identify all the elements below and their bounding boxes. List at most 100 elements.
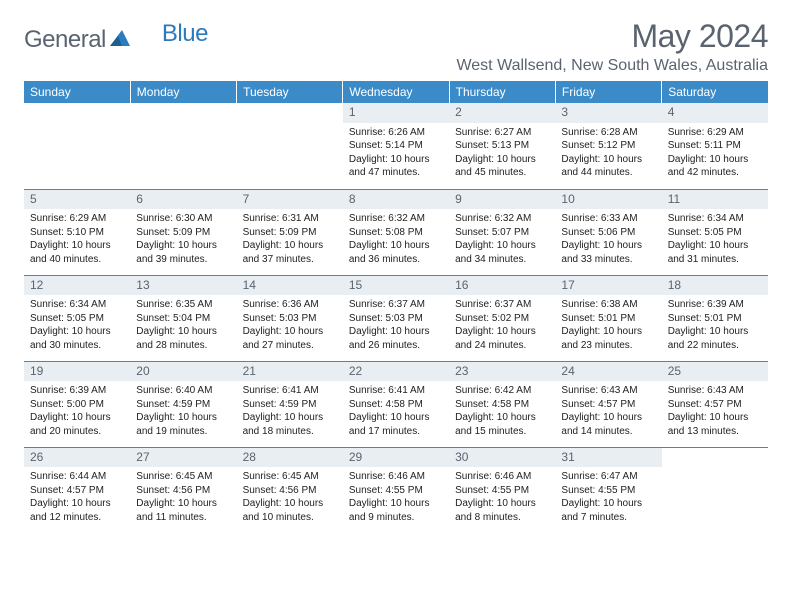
calendar-cell: 23Sunrise: 6:42 AMSunset: 4:58 PMDayligh… (449, 361, 555, 447)
calendar-cell: 11Sunrise: 6:34 AMSunset: 5:05 PMDayligh… (662, 189, 768, 275)
day-number: 10 (555, 190, 661, 210)
day-header: Monday (130, 81, 236, 103)
calendar-cell: . (237, 103, 343, 189)
calendar-week: 12Sunrise: 6:34 AMSunset: 5:05 PMDayligh… (24, 275, 768, 361)
daylight-line: Daylight: 10 hours and 7 minutes. (561, 497, 655, 524)
calendar-cell: 13Sunrise: 6:35 AMSunset: 5:04 PMDayligh… (130, 275, 236, 361)
sunset-line: Sunset: 5:05 PM (30, 312, 124, 326)
day-number: 7 (237, 190, 343, 210)
day-header: Friday (555, 81, 661, 103)
day-details: Sunrise: 6:26 AMSunset: 5:14 PMDaylight:… (343, 123, 449, 182)
sunrise-line: Sunrise: 6:32 AM (349, 212, 443, 226)
daylight-line: Daylight: 10 hours and 19 minutes. (136, 411, 230, 438)
sunrise-line: Sunrise: 6:39 AM (30, 384, 124, 398)
day-number: 13 (130, 276, 236, 296)
sunset-line: Sunset: 5:01 PM (668, 312, 762, 326)
daylight-line: Daylight: 10 hours and 11 minutes. (136, 497, 230, 524)
calendar-cell: . (130, 103, 236, 189)
sunrise-line: Sunrise: 6:32 AM (455, 212, 549, 226)
day-number: 24 (555, 362, 661, 382)
sunrise-line: Sunrise: 6:39 AM (668, 298, 762, 312)
daylight-line: Daylight: 10 hours and 22 minutes. (668, 325, 762, 352)
day-number: 25 (662, 362, 768, 382)
day-details: Sunrise: 6:30 AMSunset: 5:09 PMDaylight:… (130, 209, 236, 268)
sunrise-line: Sunrise: 6:41 AM (349, 384, 443, 398)
day-details: Sunrise: 6:31 AMSunset: 5:09 PMDaylight:… (237, 209, 343, 268)
day-number: 12 (24, 276, 130, 296)
day-details: Sunrise: 6:43 AMSunset: 4:57 PMDaylight:… (662, 381, 768, 440)
day-details: Sunrise: 6:27 AMSunset: 5:13 PMDaylight:… (449, 123, 555, 182)
day-details: Sunrise: 6:34 AMSunset: 5:05 PMDaylight:… (24, 295, 130, 354)
daylight-line: Daylight: 10 hours and 8 minutes. (455, 497, 549, 524)
sunset-line: Sunset: 5:08 PM (349, 226, 443, 240)
day-number: 6 (130, 190, 236, 210)
calendar-cell: 6Sunrise: 6:30 AMSunset: 5:09 PMDaylight… (130, 189, 236, 275)
day-details: Sunrise: 6:29 AMSunset: 5:11 PMDaylight:… (662, 123, 768, 182)
sunrise-line: Sunrise: 6:27 AM (455, 126, 549, 140)
logo-triangle-icon (110, 30, 130, 51)
sunrise-line: Sunrise: 6:34 AM (668, 212, 762, 226)
calendar-cell: 4Sunrise: 6:29 AMSunset: 5:11 PMDaylight… (662, 103, 768, 189)
daylight-line: Daylight: 10 hours and 20 minutes. (30, 411, 124, 438)
day-number: 22 (343, 362, 449, 382)
brand-logo: General Blue (24, 18, 208, 54)
sunset-line: Sunset: 4:56 PM (243, 484, 337, 498)
day-header: Sunday (24, 81, 130, 103)
sunrise-line: Sunrise: 6:35 AM (136, 298, 230, 312)
sunrise-line: Sunrise: 6:37 AM (455, 298, 549, 312)
calendar-cell: 1Sunrise: 6:26 AMSunset: 5:14 PMDaylight… (343, 103, 449, 189)
daylight-line: Daylight: 10 hours and 30 minutes. (30, 325, 124, 352)
sunset-line: Sunset: 4:58 PM (455, 398, 549, 412)
daylight-line: Daylight: 10 hours and 44 minutes. (561, 153, 655, 180)
calendar-body: ...1Sunrise: 6:26 AMSunset: 5:14 PMDayli… (24, 103, 768, 533)
sunrise-line: Sunrise: 6:33 AM (561, 212, 655, 226)
day-number: 28 (237, 448, 343, 468)
day-number: 20 (130, 362, 236, 382)
day-details: Sunrise: 6:35 AMSunset: 5:04 PMDaylight:… (130, 295, 236, 354)
day-number: 4 (662, 103, 768, 123)
daylight-line: Daylight: 10 hours and 24 minutes. (455, 325, 549, 352)
daylight-line: Daylight: 10 hours and 27 minutes. (243, 325, 337, 352)
calendar-table: SundayMondayTuesdayWednesdayThursdayFrid… (24, 81, 768, 533)
daylight-line: Daylight: 10 hours and 13 minutes. (668, 411, 762, 438)
daylight-line: Daylight: 10 hours and 36 minutes. (349, 239, 443, 266)
calendar-cell: 20Sunrise: 6:40 AMSunset: 4:59 PMDayligh… (130, 361, 236, 447)
daylight-line: Daylight: 10 hours and 18 minutes. (243, 411, 337, 438)
sunset-line: Sunset: 4:55 PM (561, 484, 655, 498)
daylight-line: Daylight: 10 hours and 26 minutes. (349, 325, 443, 352)
sunset-line: Sunset: 5:00 PM (30, 398, 124, 412)
day-details: Sunrise: 6:45 AMSunset: 4:56 PMDaylight:… (130, 467, 236, 526)
day-header: Wednesday (343, 81, 449, 103)
sunset-line: Sunset: 5:03 PM (243, 312, 337, 326)
day-details: Sunrise: 6:42 AMSunset: 4:58 PMDaylight:… (449, 381, 555, 440)
calendar-cell: 18Sunrise: 6:39 AMSunset: 5:01 PMDayligh… (662, 275, 768, 361)
sunset-line: Sunset: 4:58 PM (349, 398, 443, 412)
calendar-cell: 17Sunrise: 6:38 AMSunset: 5:01 PMDayligh… (555, 275, 661, 361)
day-number: 21 (237, 362, 343, 382)
day-details: Sunrise: 6:36 AMSunset: 5:03 PMDaylight:… (237, 295, 343, 354)
day-details: Sunrise: 6:37 AMSunset: 5:02 PMDaylight:… (449, 295, 555, 354)
sunrise-line: Sunrise: 6:47 AM (561, 470, 655, 484)
brand-part1: General (24, 26, 106, 54)
sunset-line: Sunset: 5:14 PM (349, 139, 443, 153)
day-number: 27 (130, 448, 236, 468)
calendar-week: ...1Sunrise: 6:26 AMSunset: 5:14 PMDayli… (24, 103, 768, 189)
sunset-line: Sunset: 4:55 PM (455, 484, 549, 498)
daylight-line: Daylight: 10 hours and 42 minutes. (668, 153, 762, 180)
sunset-line: Sunset: 5:11 PM (668, 139, 762, 153)
sunset-line: Sunset: 5:09 PM (136, 226, 230, 240)
calendar-cell: 30Sunrise: 6:46 AMSunset: 4:55 PMDayligh… (449, 447, 555, 533)
sunrise-line: Sunrise: 6:36 AM (243, 298, 337, 312)
sunrise-line: Sunrise: 6:45 AM (136, 470, 230, 484)
day-details: Sunrise: 6:32 AMSunset: 5:08 PMDaylight:… (343, 209, 449, 268)
sunset-line: Sunset: 4:57 PM (668, 398, 762, 412)
day-details: Sunrise: 6:45 AMSunset: 4:56 PMDaylight:… (237, 467, 343, 526)
calendar-cell: 29Sunrise: 6:46 AMSunset: 4:55 PMDayligh… (343, 447, 449, 533)
sunrise-line: Sunrise: 6:43 AM (561, 384, 655, 398)
daylight-line: Daylight: 10 hours and 37 minutes. (243, 239, 337, 266)
sunset-line: Sunset: 5:02 PM (455, 312, 549, 326)
calendar-cell: 22Sunrise: 6:41 AMSunset: 4:58 PMDayligh… (343, 361, 449, 447)
day-details: Sunrise: 6:37 AMSunset: 5:03 PMDaylight:… (343, 295, 449, 354)
daylight-line: Daylight: 10 hours and 15 minutes. (455, 411, 549, 438)
calendar-cell: . (662, 447, 768, 533)
